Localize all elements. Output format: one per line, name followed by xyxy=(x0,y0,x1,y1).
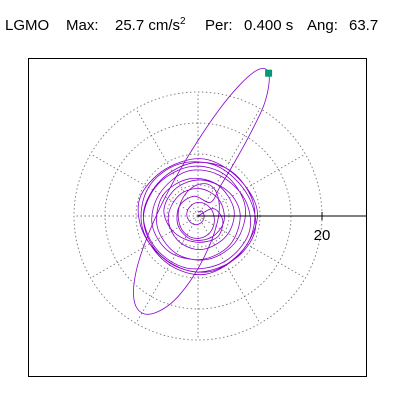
station-code: LGMO xyxy=(5,17,50,34)
max-unit-exponent: 2 xyxy=(180,16,186,27)
plot-header: LGMO Max: 25.7 cm/s2 Per: 0.400 s Ang: 6… xyxy=(0,0,400,48)
grid-spoke-240 xyxy=(135,215,199,324)
peak-marker-group xyxy=(265,69,273,77)
motion-trace xyxy=(133,67,270,315)
max-amplitude: 25.7 xyxy=(115,17,145,34)
grid-spoke-60 xyxy=(197,108,261,217)
radial-tick-label: 20 xyxy=(314,227,331,244)
radial-axis: 20 xyxy=(198,212,366,244)
angle-value: 63.7 xyxy=(349,17,379,34)
max-value: 25.7 cm/s2 xyxy=(115,16,186,34)
max-unit: cm/s xyxy=(148,17,181,34)
max-label: Max: xyxy=(66,17,99,34)
grid-spoke-30 xyxy=(197,153,306,217)
plot-frame xyxy=(28,58,367,377)
peak-marker xyxy=(265,69,273,77)
period-value: 0.400 s xyxy=(244,17,294,34)
motion-trace-group xyxy=(133,67,270,315)
period-label: Per: xyxy=(205,17,233,34)
angle-label: Ang: xyxy=(307,17,338,34)
